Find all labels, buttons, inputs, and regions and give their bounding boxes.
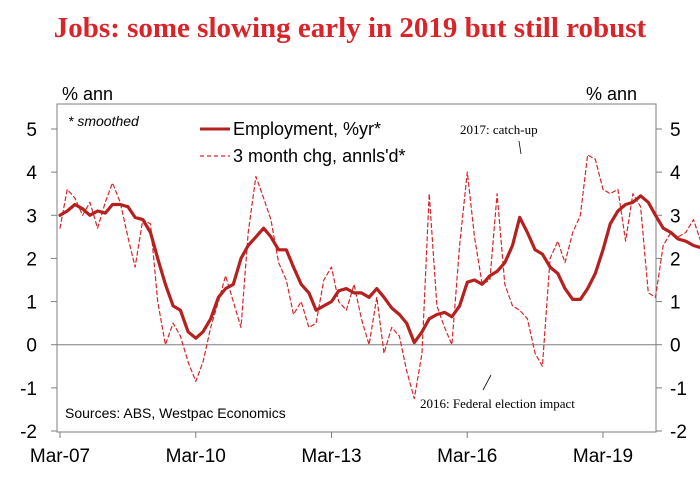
annotation-catch-up: 2017: catch-up xyxy=(460,122,538,137)
legend-label-3month: 3 month chg, annls'd* xyxy=(233,146,406,166)
annotation-catch-up-pointer xyxy=(518,140,522,155)
x-tick-label: Mar-13 xyxy=(301,446,361,467)
series-employment-line xyxy=(58,194,700,345)
y-unit-left: % ann xyxy=(62,84,113,104)
legend-label-employment: Employment, %yr* xyxy=(233,119,381,139)
y-tick-label-left: 2 xyxy=(26,249,37,270)
y-tick-label-left: 4 xyxy=(26,163,37,184)
annotation-election-pointer xyxy=(482,374,492,391)
series-layer xyxy=(58,154,700,400)
y-tick-label-right: 3 xyxy=(670,206,681,227)
x-axis: Mar-07 Mar-10 Mar-13 Mar-16 Mar-19 xyxy=(30,432,633,467)
y-tick-label-left: -1 xyxy=(20,379,37,400)
chart-title: Jobs: some slowing early in 2019 but sti… xyxy=(53,12,647,44)
y-tick-label-left: 1 xyxy=(26,293,37,314)
y-tick-label-left: -2 xyxy=(20,422,37,443)
x-tick-label: Mar-07 xyxy=(30,446,90,467)
y-tick-label-right: 2 xyxy=(670,249,681,270)
y-tick-label-right: 5 xyxy=(670,120,681,141)
source-note: Sources: ABS, Westpac Economics xyxy=(65,405,286,421)
y-tick-label-right: 1 xyxy=(670,293,681,314)
x-tick-label: Mar-19 xyxy=(573,446,633,467)
series-3month-line xyxy=(59,154,700,400)
x-tick-label: Mar-10 xyxy=(166,446,226,467)
y-axis-left: 5 4 3 2 1 0 -1 -2 xyxy=(20,120,57,443)
y-axis-right: 5 4 3 2 1 0 -1 -2 xyxy=(656,120,687,443)
y-tick-label-right: -1 xyxy=(670,379,687,400)
smoothed-note: * smoothed xyxy=(68,113,140,129)
legend: Employment, %yr* 3 month chg, annls'd* xyxy=(200,119,406,166)
plot-frame xyxy=(56,103,657,433)
y-tick-label-left: 0 xyxy=(26,336,37,357)
y-tick-label-left: 5 xyxy=(26,120,37,141)
y-tick-label-right: -2 xyxy=(670,422,687,443)
y-unit-right: % ann xyxy=(586,84,637,104)
y-tick-label-left: 3 xyxy=(26,206,37,227)
y-tick-label-right: 4 xyxy=(670,163,681,184)
x-tick-label: Mar-16 xyxy=(437,446,497,467)
y-tick-label-right: 0 xyxy=(670,336,681,357)
annotation-election: 2016: Federal election impact xyxy=(420,396,575,411)
